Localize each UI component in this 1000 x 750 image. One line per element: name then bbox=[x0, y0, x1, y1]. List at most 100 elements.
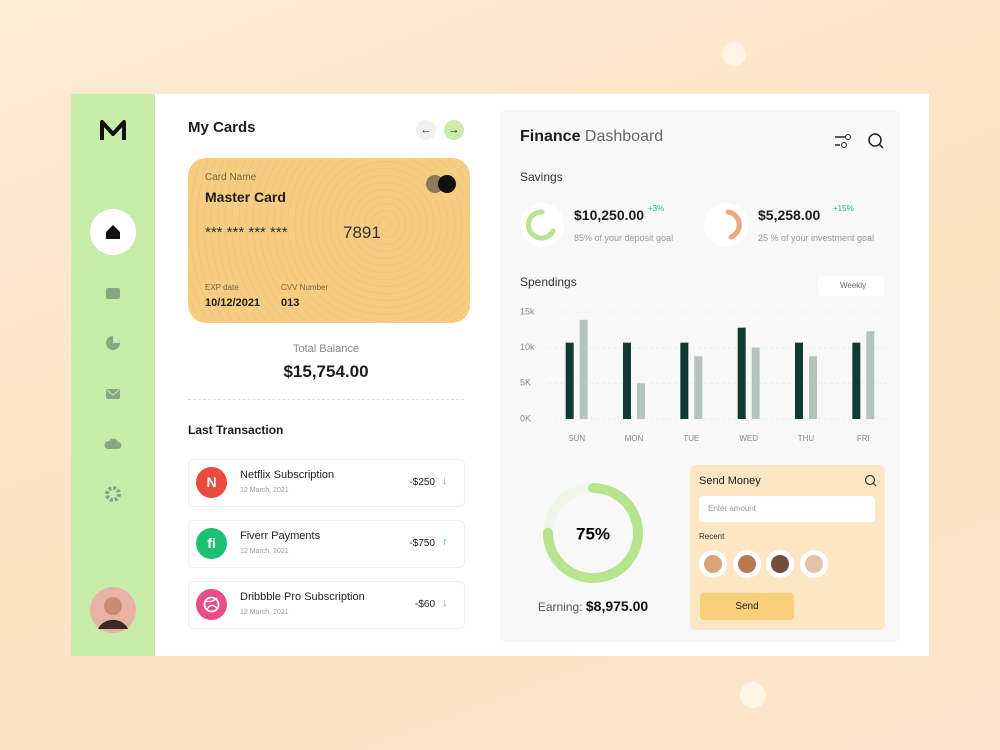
savings-title: Savings bbox=[520, 170, 563, 184]
exp-date: 10/12/2021 bbox=[205, 297, 261, 309]
y-tick-label: 0K bbox=[520, 413, 531, 423]
transaction-date: 12 March, 2021 bbox=[240, 487, 289, 494]
x-tick-label: TUE bbox=[683, 434, 699, 443]
recent-label: Recent bbox=[699, 532, 725, 541]
send-label: Send bbox=[735, 601, 759, 612]
bar bbox=[795, 342, 803, 419]
y-tick-label: 5K bbox=[520, 378, 531, 388]
balance-label: Total Balance bbox=[292, 343, 360, 355]
logo-icon bbox=[203, 596, 220, 613]
gauge-label: 75% bbox=[576, 524, 610, 543]
nav-wallet[interactable] bbox=[105, 285, 121, 301]
transaction-name: Dribbble Pro Subscription bbox=[240, 591, 365, 603]
home-icon bbox=[106, 225, 120, 239]
savings-amount: $5,258.00 bbox=[758, 207, 821, 223]
amount-input[interactable]: Enter amount bbox=[699, 496, 875, 522]
savings-note: 25 % of your investment goal bbox=[758, 233, 875, 243]
earning: Earning: $8,975.00 bbox=[510, 598, 676, 614]
x-tick-label: FRI bbox=[857, 434, 870, 443]
transaction-arrow: ↓ bbox=[442, 475, 448, 487]
title-light: Dashboard bbox=[584, 128, 664, 145]
deco-dot bbox=[740, 682, 766, 708]
send-button[interactable]: Send bbox=[700, 593, 794, 620]
search-button[interactable] bbox=[867, 132, 885, 150]
transaction-amount: -$250 bbox=[409, 477, 435, 488]
balance: $15,754.00 bbox=[283, 362, 369, 381]
bar bbox=[680, 342, 689, 419]
savings-ring bbox=[704, 203, 748, 247]
logo-text: fi bbox=[207, 535, 216, 551]
avatar[interactable] bbox=[766, 550, 794, 578]
transaction-logo bbox=[196, 589, 227, 620]
bar bbox=[751, 347, 760, 419]
x-tick-label: SUN bbox=[568, 434, 585, 443]
cvv-label: CVV Number bbox=[281, 283, 329, 292]
recent-list bbox=[699, 549, 829, 584]
nav-chart[interactable] bbox=[105, 335, 121, 351]
bar bbox=[809, 356, 817, 419]
avatar[interactable] bbox=[800, 550, 828, 578]
sidebar bbox=[71, 94, 155, 656]
logo-text: N bbox=[206, 474, 217, 490]
earning-value: $8,975.00 bbox=[585, 598, 649, 614]
y-tick-label: 10k bbox=[520, 342, 535, 352]
period-label: Weekly bbox=[840, 281, 867, 290]
send-title: Send Money bbox=[699, 475, 761, 487]
earning-label: Earning: bbox=[537, 600, 583, 614]
user-avatar[interactable] bbox=[90, 587, 136, 633]
divider bbox=[188, 399, 464, 400]
transaction-date: 12 March, 2021 bbox=[240, 609, 289, 616]
title-bold: Finance bbox=[520, 128, 581, 145]
transaction-logo: N bbox=[196, 467, 227, 498]
earning-gauge: 75% bbox=[543, 483, 643, 583]
transaction-amount: -$60 bbox=[414, 599, 435, 610]
transaction-row bbox=[188, 581, 465, 629]
bar bbox=[579, 319, 588, 419]
nav-mail[interactable] bbox=[105, 386, 121, 402]
transaction-arrow: ↓ bbox=[442, 597, 448, 609]
x-tick-label: THU bbox=[798, 434, 815, 443]
savings-amount: $10,250.00 bbox=[574, 207, 645, 223]
exp-label: EXP date bbox=[205, 283, 239, 292]
transaction-name: Fiverr Payments bbox=[240, 530, 321, 542]
next-button[interactable]: → bbox=[444, 120, 464, 140]
card-number: *** *** *** *** bbox=[205, 224, 288, 241]
chart-title: Spendings bbox=[520, 275, 577, 289]
bar bbox=[565, 342, 574, 419]
card-brand bbox=[426, 175, 456, 193]
gauge-arc bbox=[543, 483, 643, 583]
card-number-last: 7891 bbox=[343, 223, 381, 242]
card-name: Master Card bbox=[205, 189, 286, 205]
x-tick-label: WED bbox=[739, 434, 758, 443]
bar bbox=[637, 383, 645, 419]
filter-button[interactable] bbox=[834, 133, 852, 149]
card-label: Card Name bbox=[205, 172, 257, 183]
savings-ring bbox=[520, 203, 564, 247]
savings-note: 85% of your deposit goal bbox=[574, 233, 674, 243]
amount-placeholder: Enter amount bbox=[708, 504, 757, 513]
transaction-arrow: ↑ bbox=[442, 536, 448, 548]
section-title: My Cards bbox=[188, 119, 256, 136]
period-dropdown[interactable]: Weekly bbox=[818, 276, 884, 296]
transaction-date: 12 March, 2021 bbox=[240, 548, 289, 555]
prev-button[interactable]: ← bbox=[416, 120, 436, 140]
transaction-row bbox=[188, 459, 465, 507]
transaction-row bbox=[188, 520, 465, 568]
credit-card[interactable] bbox=[188, 158, 470, 323]
avatar[interactable] bbox=[733, 550, 761, 578]
dashboard-title: Finance Dashboard bbox=[520, 128, 663, 146]
nav-upload[interactable] bbox=[104, 436, 122, 452]
x-tick-label: MON bbox=[625, 434, 644, 443]
nav-settings[interactable] bbox=[105, 486, 121, 502]
transaction-logo: fi bbox=[196, 528, 227, 559]
savings-change: +15% bbox=[833, 204, 854, 213]
bar bbox=[866, 331, 875, 419]
avatar[interactable] bbox=[699, 550, 727, 578]
send-search[interactable] bbox=[864, 474, 877, 487]
deco-dot bbox=[722, 42, 746, 66]
recent-avatars bbox=[699, 550, 828, 578]
transaction-amount: -$750 bbox=[409, 538, 435, 549]
y-tick-label: 15k bbox=[520, 306, 535, 316]
cvv: 013 bbox=[281, 297, 300, 309]
